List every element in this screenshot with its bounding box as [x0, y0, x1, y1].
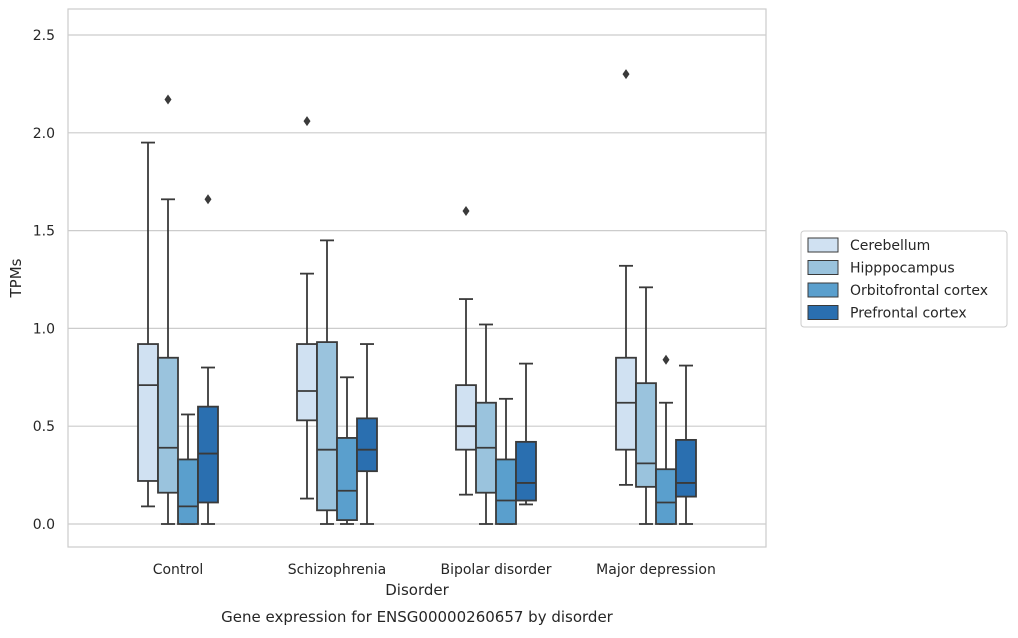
outlier-point: [204, 194, 212, 205]
legend-label: Orbitofrontal cortex: [850, 283, 988, 299]
legend-swatch: [807, 282, 839, 298]
outlier-point: [462, 206, 470, 217]
box-iqr: [615, 356, 637, 451]
y-tick-label: 2.5: [33, 28, 55, 44]
y-tick-label: 0.5: [33, 419, 55, 435]
x-axis-label: Disorder: [385, 581, 449, 599]
box-layer: [137, 69, 697, 525]
box-orbitofrontal-cortex: [495, 397, 517, 525]
box-iqr: [495, 458, 517, 525]
box-orbitofrontal-cortex: [336, 376, 358, 525]
box-prefrontal-cortex: [197, 194, 219, 525]
box-iqr: [336, 437, 358, 521]
outlier-point: [662, 354, 670, 365]
legend-swatch: [807, 260, 839, 275]
box-cerebellum: [137, 141, 159, 508]
box-prefrontal-cortex: [675, 364, 697, 525]
y-axis-label: TPMs: [7, 258, 25, 298]
y-tick-label: 0.0: [33, 517, 55, 533]
box-iqr: [296, 343, 318, 422]
outlier-point: [303, 116, 311, 127]
box-iqr: [635, 382, 657, 488]
box-iqr: [157, 356, 179, 494]
legend-swatch: [807, 305, 839, 320]
x-tick-labels: Control Schizophrenia Bipolar disorder Majo…: [153, 562, 716, 578]
legend-label: Cerebellum: [850, 238, 930, 254]
x-tick-label: Bipolar disorder: [440, 562, 551, 578]
box-iqr: [356, 417, 378, 473]
x-tick-label: Control: [153, 562, 204, 578]
x-tick-label: Schizophrenia: [288, 562, 386, 578]
box-orbitofrontal-cortex: [177, 413, 199, 525]
box-hipppocampus: [475, 323, 497, 525]
plot-frame: [67, 8, 767, 548]
y-tick-label: 2.0: [33, 126, 55, 142]
y-tick-labels: 0.0 0.5 1.0 1.5 2.0 2.5: [33, 28, 55, 533]
legend-frame: [800, 230, 1008, 328]
x-tick-label: Major depression: [596, 562, 716, 578]
box-iqr: [137, 343, 159, 482]
legend-label: Hipppocampus: [850, 261, 955, 277]
box-iqr: [515, 440, 537, 502]
chart-title: Gene expression for ENSG00000260657 by d…: [221, 608, 614, 626]
box-prefrontal-cortex: [356, 343, 378, 525]
box-cerebellum: [615, 69, 637, 486]
box-hipppocampus: [316, 239, 338, 525]
box-hipppocampus: [635, 286, 657, 525]
box-iqr: [197, 405, 219, 504]
outlier-point: [622, 69, 630, 80]
box-cerebellum: [296, 116, 318, 500]
y-tick-label: 1.0: [33, 321, 55, 337]
box-orbitofrontal-cortex: [655, 354, 677, 525]
box-iqr: [316, 341, 338, 512]
box-cerebellum: [455, 206, 477, 496]
box-iqr: [675, 438, 697, 498]
legend-swatch: [807, 237, 839, 253]
box-iqr: [455, 384, 477, 451]
legend-label: Prefrontal cortex: [850, 306, 967, 322]
box-hipppocampus: [157, 94, 179, 525]
box-prefrontal-cortex: [515, 362, 537, 506]
box-iqr: [177, 458, 199, 525]
outlier-point: [164, 94, 172, 105]
box-iqr: [655, 468, 677, 525]
legend: Cerebellum Hipppocampus Orbitofrontal cort…: [800, 230, 1008, 328]
y-tick-label: 1.5: [33, 224, 55, 240]
